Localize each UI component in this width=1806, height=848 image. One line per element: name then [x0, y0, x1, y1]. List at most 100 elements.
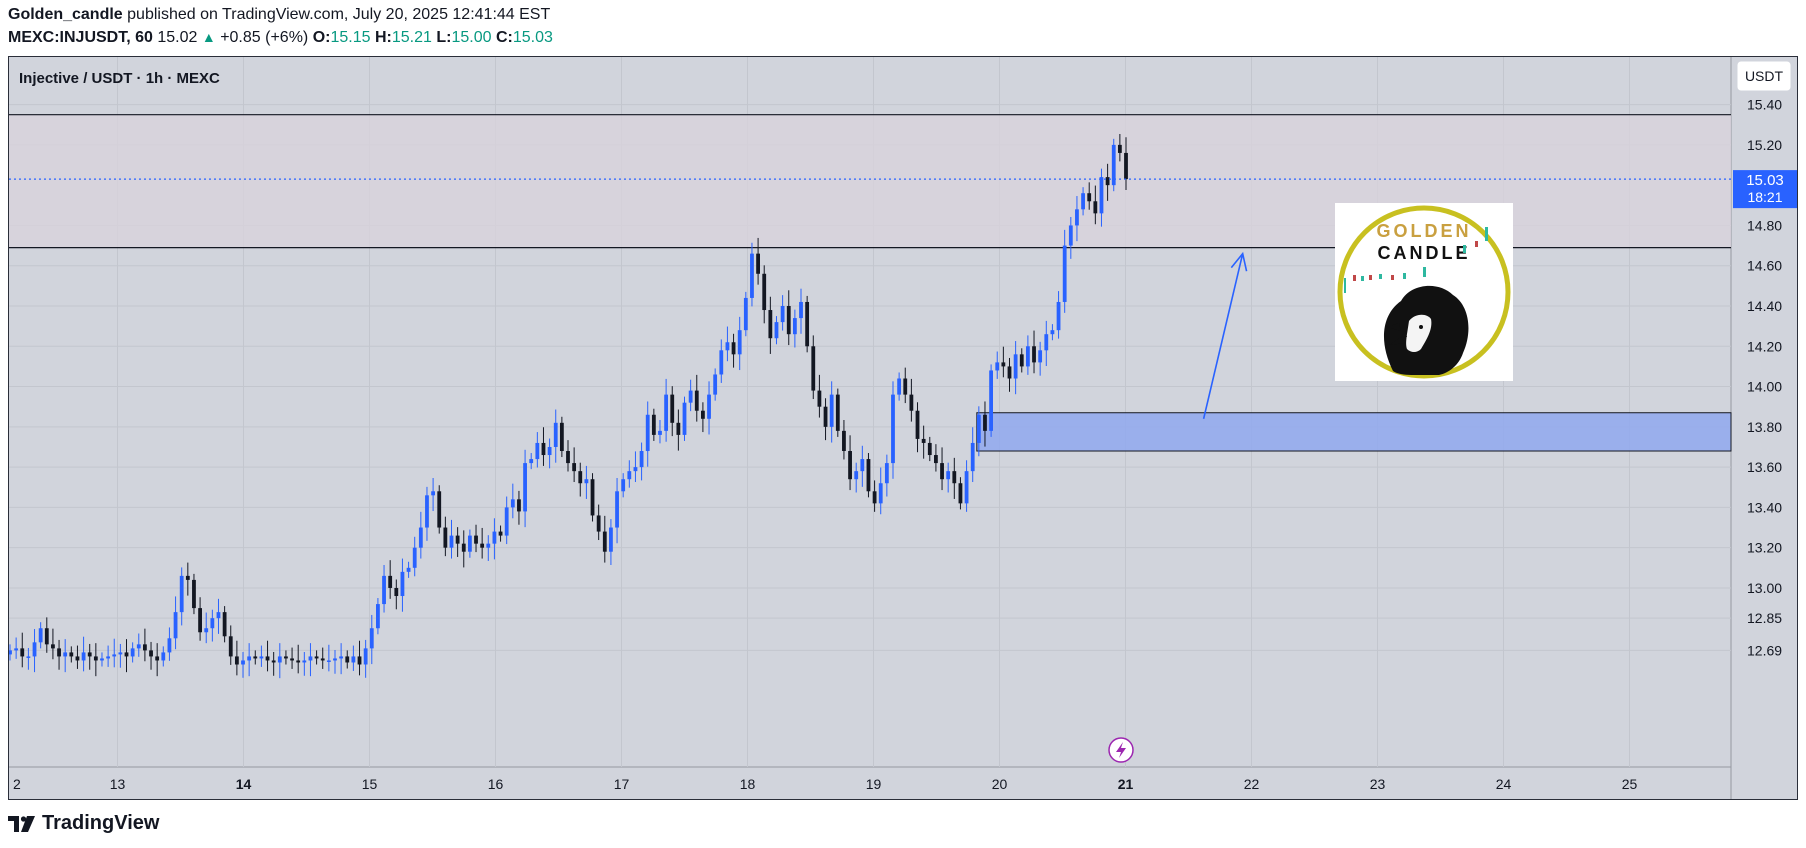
candle [339, 643, 344, 675]
candle-body [192, 579, 196, 609]
candle-body [277, 656, 282, 663]
candle-body [492, 531, 497, 544]
candle [57, 639, 61, 670]
candle-body [983, 414, 987, 431]
candle [87, 643, 92, 670]
candle [805, 295, 810, 353]
candle [553, 409, 558, 463]
candle [523, 449, 527, 528]
candle [762, 265, 767, 324]
author-name[interactable]: Golden_candle [8, 6, 123, 23]
candle [179, 567, 184, 626]
candle [376, 598, 380, 635]
candle-body [835, 394, 840, 431]
candle-body [1038, 350, 1043, 363]
candle-body [897, 378, 902, 395]
candle [1111, 138, 1116, 192]
candle [124, 639, 129, 673]
candle-body [69, 652, 74, 657]
candle [621, 473, 626, 498]
candle [69, 646, 74, 663]
candle-body [541, 442, 546, 456]
candle [658, 419, 662, 444]
candle-body [713, 374, 718, 395]
candle [259, 645, 264, 667]
candle [535, 432, 540, 468]
candle-body [357, 656, 362, 665]
candle [682, 396, 687, 441]
candle-body [155, 656, 160, 661]
candle [872, 480, 877, 512]
price-tick-labels: 15.40 15.20 14.80 14.60 14.40 14.20 14.00 13.80… [1747, 97, 1782, 659]
candle [719, 339, 724, 383]
candle [204, 612, 209, 644]
candle [897, 372, 902, 401]
candle [14, 637, 19, 659]
candle-body [970, 442, 975, 472]
price-tick-label: 12.85 [1747, 610, 1782, 626]
candle [412, 536, 417, 577]
candle-body [234, 656, 239, 665]
candle-body [498, 531, 503, 536]
candle [946, 462, 951, 493]
currency-button[interactable]: USDT [1736, 60, 1792, 92]
candle [234, 640, 239, 676]
candle [615, 477, 619, 544]
candle-body [786, 306, 791, 335]
candle [811, 335, 816, 400]
tradingview-brand[interactable]: TradingView [42, 812, 160, 834]
candle [1025, 335, 1030, 375]
candle [449, 519, 454, 559]
time-tick-label: 15 [362, 776, 378, 792]
candle-body [934, 455, 938, 464]
candle-body [284, 656, 288, 659]
time-tick-label: 13 [110, 776, 126, 792]
symbol-label[interactable]: MEXC:INJUSDT, 60 [8, 29, 153, 46]
candle [964, 460, 969, 512]
candle [823, 398, 828, 441]
candle-body [75, 656, 80, 661]
candle-body [1093, 201, 1098, 214]
candle [541, 427, 546, 466]
candle [290, 647, 294, 669]
candle-body [903, 378, 908, 395]
candle-body [418, 527, 423, 548]
price-tick-label: 13.00 [1747, 580, 1782, 596]
candle-body [1081, 193, 1085, 210]
candle-body [1062, 245, 1067, 302]
candle [38, 622, 43, 649]
candle-body [167, 638, 172, 653]
chart-title: Injective / USDT · 1h · MEXC [19, 70, 220, 87]
candle-body [8, 650, 12, 655]
candle [492, 518, 497, 560]
candle [995, 351, 1000, 379]
candle-body [57, 648, 61, 657]
logo-text-candle: CANDLE [1378, 243, 1471, 263]
candle [1013, 341, 1018, 395]
candle [394, 579, 399, 610]
open-label: O: [312, 29, 331, 46]
candle [253, 650, 258, 665]
lightning-button[interactable] [1108, 737, 1134, 763]
time-tick-label: 19 [866, 776, 882, 792]
candle-body [504, 507, 509, 536]
candle [1038, 341, 1043, 376]
candle [44, 617, 49, 653]
candle [725, 326, 730, 362]
candle-body [658, 430, 662, 435]
candle [1001, 346, 1006, 378]
candle [1105, 163, 1110, 201]
price-chart[interactable]: 15.40 15.20 14.80 14.60 14.40 14.20 14.00 13.80… [8, 57, 1797, 799]
currency-button-label[interactable]: USDT [1745, 68, 1784, 84]
candle [774, 316, 779, 345]
candle-body [124, 652, 129, 657]
candle [645, 401, 650, 467]
candle [112, 638, 117, 668]
tradingview-footer[interactable]: TradingView [8, 812, 159, 835]
candle [572, 447, 577, 483]
candle-body [87, 652, 92, 657]
candle-body [1050, 330, 1055, 335]
chart-frame[interactable]: 15.40 15.20 14.80 14.60 14.40 14.20 14.00 13.80… [8, 56, 1798, 800]
candle [75, 645, 80, 669]
candle [406, 561, 411, 578]
